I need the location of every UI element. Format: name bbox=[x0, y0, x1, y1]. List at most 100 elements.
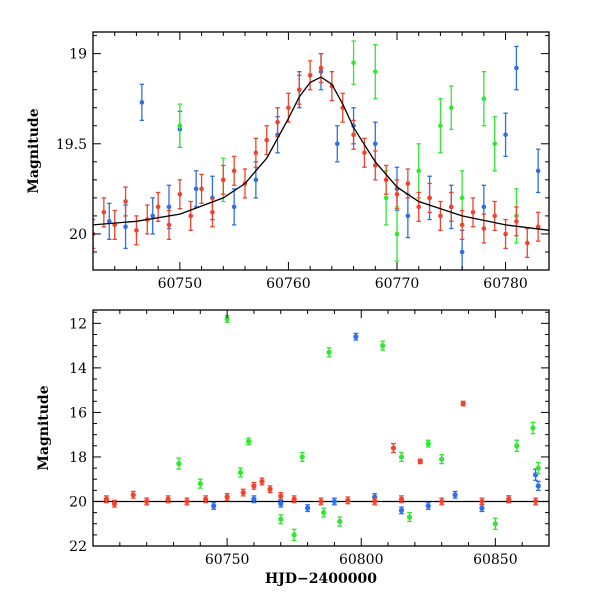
bottom-series-0-point-7 bbox=[398, 506, 405, 515]
bottom-y-tick-label: 18 bbox=[69, 450, 87, 466]
top-series-1-point-11 bbox=[492, 116, 498, 172]
bottom-series-0-point-8 bbox=[425, 501, 431, 510]
bottom-series-1-point-18 bbox=[530, 421, 536, 435]
bottom-series-1-point-3 bbox=[237, 467, 244, 478]
bottom-series-2-point-18 bbox=[398, 495, 405, 504]
bottom-y-tick-label: 20 bbox=[69, 494, 87, 510]
top-series-2-point-1 bbox=[101, 197, 107, 228]
bottom-x-tick-label: 60800 bbox=[339, 552, 384, 568]
bottom-series-2-point-3 bbox=[144, 497, 150, 506]
top-series-0-point-23 bbox=[514, 45, 519, 91]
bottom-series-2-point-14 bbox=[318, 497, 324, 506]
bottom-x-tick-label: 60850 bbox=[473, 552, 518, 568]
top-series-2-point-17 bbox=[275, 107, 280, 138]
bottom-series-1-point-12 bbox=[398, 451, 405, 463]
top-series-0-point-0 bbox=[106, 202, 112, 240]
bottom-series-0-point-0 bbox=[211, 501, 217, 510]
top-series-2-point-3 bbox=[123, 186, 128, 217]
bottom-y-tick-label: 16 bbox=[69, 405, 87, 421]
bottom-x-tick-label: 60750 bbox=[205, 552, 250, 568]
bottom-series-2-point-24 bbox=[532, 497, 539, 506]
top-series-2-point-32 bbox=[438, 200, 443, 231]
bottom-series-2-point-5 bbox=[184, 497, 190, 506]
top-series-0-point-24 bbox=[535, 148, 541, 194]
bottom-series-1-point-14 bbox=[425, 439, 431, 448]
top-series-2-point-13 bbox=[231, 155, 237, 186]
top-x-tick-label: 60780 bbox=[483, 276, 528, 292]
top-series-2-point-10 bbox=[199, 173, 204, 204]
top-series-0-point-13 bbox=[334, 125, 340, 163]
top-series-2-point-40 bbox=[524, 227, 530, 259]
bottom-series-2-point-10 bbox=[259, 477, 265, 486]
bottom-series-1-point-17 bbox=[514, 439, 520, 453]
bottom-series-2-point-7 bbox=[224, 493, 230, 502]
top-series-1-point-10 bbox=[481, 71, 487, 127]
top-series-2-point-19 bbox=[296, 74, 302, 105]
top-series-0-point-6 bbox=[193, 170, 199, 208]
bottom-plot-frame bbox=[92, 309, 550, 547]
top-series-2-point-9 bbox=[188, 200, 194, 231]
bottom-series-2-point-12 bbox=[278, 491, 284, 500]
top-series-2-point-26 bbox=[372, 150, 378, 181]
top-series-2-point-31 bbox=[427, 182, 432, 213]
top-series-1-point-7 bbox=[438, 98, 443, 154]
top-y-tick-label: 19 bbox=[69, 47, 87, 63]
top-series-2-point-33 bbox=[448, 191, 454, 222]
bottom-series-1-point-6 bbox=[291, 528, 297, 542]
bottom-y-tick-label: 14 bbox=[69, 361, 87, 377]
bottom-series-2-point-4 bbox=[165, 495, 171, 504]
full-light-curve-panel: 60750 60800 60850 12 14 16 18 20 22 Magnitude HJ… bbox=[36, 309, 550, 587]
bottom-series-0-point-13 bbox=[535, 480, 541, 491]
bottom-series-0-point-5 bbox=[353, 332, 359, 341]
bottom-series-1-point-10 bbox=[337, 516, 343, 527]
bottom-series-1-point-11 bbox=[380, 340, 386, 351]
bottom-series-2-point-21 bbox=[460, 400, 466, 407]
bottom-y-axis-title: Magnitude bbox=[36, 385, 52, 470]
top-series-2-point-35 bbox=[470, 197, 476, 228]
bottom-series-2-point-23 bbox=[506, 495, 512, 504]
bottom-series-0-point-1 bbox=[251, 495, 257, 504]
top-x-tick-label: 60770 bbox=[375, 276, 420, 292]
bottom-series-1-point-15 bbox=[439, 454, 445, 465]
top-x-tick-label: 60750 bbox=[158, 276, 203, 292]
top-y-axis-title: Magnitude bbox=[26, 108, 42, 193]
bottom-series-1-point-7 bbox=[299, 451, 305, 463]
bottom-series-1-point-19 bbox=[535, 461, 541, 475]
bottom-series-1-point-1 bbox=[197, 478, 203, 489]
bottom-series-0-point-4 bbox=[331, 497, 338, 506]
top-series-2-point-28 bbox=[394, 179, 400, 210]
top-series-2-point-11 bbox=[210, 197, 215, 228]
bottom-series-2-point-15 bbox=[345, 496, 351, 505]
bottom-series-2-point-13 bbox=[291, 495, 297, 504]
top-plot-frame bbox=[92, 31, 550, 271]
bottom-series-2-point-11 bbox=[267, 485, 273, 494]
top-series-2-point-8 bbox=[177, 179, 183, 210]
bottom-y-tick-label: 12 bbox=[69, 316, 87, 332]
top-series-2-point-39 bbox=[514, 206, 519, 237]
top-y-tick-label: 20 bbox=[69, 227, 87, 243]
bottom-series-2-point-2 bbox=[130, 490, 136, 499]
bottom-series-2-point-17 bbox=[390, 442, 397, 454]
top-series-2-point-16 bbox=[264, 125, 270, 156]
top-series-1-point-0 bbox=[177, 103, 183, 149]
bottom-y-tick-label: 22 bbox=[69, 539, 87, 555]
bottom-x-axis-title: HJD−2400000 bbox=[265, 571, 377, 587]
bottom-series-1-point-5 bbox=[278, 514, 284, 525]
top-series-1-point-3 bbox=[372, 43, 378, 100]
top-series-0-point-2 bbox=[139, 83, 145, 121]
top-y-tick-label: 19.5 bbox=[56, 137, 87, 153]
top-series-2-point-30 bbox=[416, 191, 422, 222]
top-series-2-point-36 bbox=[481, 213, 487, 244]
bottom-series-2-point-0 bbox=[103, 495, 110, 504]
top-series-0-point-3 bbox=[150, 197, 156, 235]
top-series-1-point-6 bbox=[416, 143, 422, 199]
top-x-tick-label: 60760 bbox=[266, 276, 311, 292]
top-series-2-point-6 bbox=[155, 191, 161, 222]
bottom-series-1-point-16 bbox=[492, 517, 498, 530]
bottom-series-2-point-22 bbox=[479, 497, 485, 506]
bottom-series-2-point-8 bbox=[240, 488, 246, 497]
top-series-2-point-27 bbox=[383, 164, 389, 195]
top-fit-curve bbox=[93, 76, 549, 231]
bottom-series-2-point-19 bbox=[417, 458, 423, 465]
top-series-1-point-8 bbox=[448, 85, 454, 131]
